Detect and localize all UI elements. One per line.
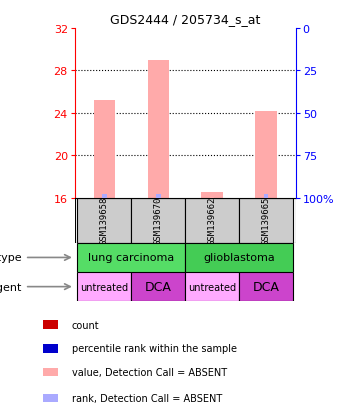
- Text: rank, Detection Call = ABSENT: rank, Detection Call = ABSENT: [72, 393, 222, 403]
- Bar: [264, 195, 268, 198]
- Bar: [43, 344, 58, 353]
- Text: GSM139662: GSM139662: [208, 197, 217, 245]
- Text: GSM139670: GSM139670: [154, 197, 163, 245]
- Bar: [131, 198, 185, 243]
- Text: DCA: DCA: [145, 280, 172, 293]
- Bar: [210, 194, 215, 198]
- Bar: [102, 195, 107, 198]
- Bar: [94, 101, 115, 198]
- Bar: [185, 273, 239, 301]
- Bar: [185, 198, 239, 243]
- Text: cell type: cell type: [0, 253, 70, 263]
- Text: GSM139658: GSM139658: [100, 197, 109, 245]
- Bar: [43, 320, 58, 329]
- Bar: [185, 243, 293, 273]
- Text: count: count: [72, 320, 100, 330]
- Bar: [239, 198, 293, 243]
- Bar: [131, 273, 185, 301]
- Bar: [202, 193, 223, 198]
- Text: DCA: DCA: [253, 280, 279, 293]
- Bar: [78, 273, 131, 301]
- Text: lung carcinoma: lung carcinoma: [88, 253, 174, 263]
- Text: glioblastoma: glioblastoma: [203, 253, 275, 263]
- Bar: [43, 394, 58, 402]
- Text: untreated: untreated: [80, 282, 129, 292]
- Bar: [239, 273, 293, 301]
- Text: agent: agent: [0, 282, 70, 292]
- Bar: [78, 198, 131, 243]
- Bar: [148, 61, 169, 198]
- Title: GDS2444 / 205734_s_at: GDS2444 / 205734_s_at: [110, 13, 260, 26]
- Bar: [43, 368, 58, 377]
- Text: value, Detection Call = ABSENT: value, Detection Call = ABSENT: [72, 367, 227, 377]
- Bar: [255, 112, 277, 198]
- Text: GSM139665: GSM139665: [262, 197, 271, 245]
- Text: untreated: untreated: [188, 282, 236, 292]
- Text: percentile rank within the sample: percentile rank within the sample: [72, 344, 237, 354]
- Bar: [78, 243, 185, 273]
- Bar: [156, 195, 160, 198]
